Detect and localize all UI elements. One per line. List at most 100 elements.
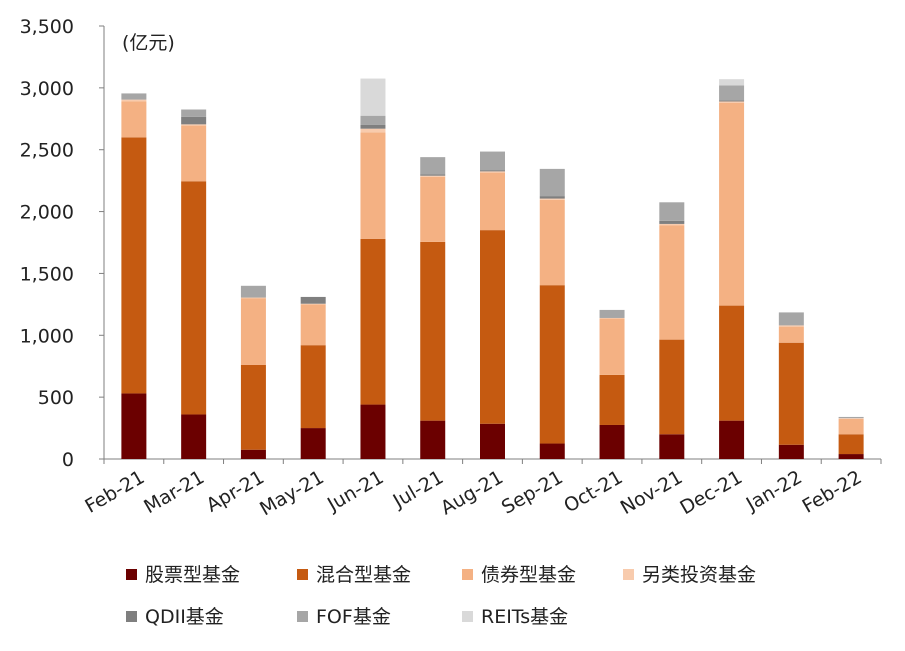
x-tick-label: Jul-21: [389, 466, 448, 513]
legend-label: REITs基金: [481, 606, 568, 628]
bar-segment: [778, 325, 804, 327]
bar-segment: [420, 241, 446, 421]
bar-segment: [599, 318, 625, 375]
bar-segment: [121, 93, 147, 100]
x-tick-label: Nov-21: [617, 466, 687, 519]
y-tick-label: 1,500: [20, 263, 74, 285]
legend-label: 股票型基金: [145, 564, 240, 586]
bar-segment: [480, 170, 505, 172]
bar-segment: [599, 424, 625, 459]
bar-segment: [360, 132, 386, 239]
bar-segment: [778, 444, 804, 459]
legend: 股票型基金 混合型基金 债券型基金 另类投资基金 QDII基金 FOF基金 REITs基金: [126, 564, 756, 628]
bar-segment: [778, 342, 804, 445]
bar-segment: [719, 420, 745, 459]
legend-swatch: [297, 611, 308, 622]
bar-segment: [599, 374, 625, 425]
bar-segment: [659, 225, 685, 340]
legend-swatch: [126, 611, 137, 622]
bar-segment: [778, 312, 804, 326]
bar-segment: [181, 124, 207, 126]
bar-segment: [300, 296, 326, 304]
bar-segment: [480, 172, 505, 231]
bar-segment: [539, 285, 565, 444]
bar-segment: [240, 285, 266, 298]
legend-swatch: [126, 569, 137, 580]
bar-segment: [838, 418, 864, 435]
bar-segment: [539, 199, 565, 286]
bar-segment: [719, 85, 745, 101]
bar-segment: [420, 157, 446, 175]
legend-label: 另类投资基金: [642, 564, 756, 586]
bar-segment: [838, 418, 864, 419]
bar-segment: [599, 317, 625, 319]
y-tick-label: 2,500: [20, 140, 74, 162]
bar-segment: [539, 196, 565, 199]
unit-label: (亿元): [122, 32, 175, 54]
bar-segment: [420, 176, 446, 242]
bar-segment: [360, 78, 386, 116]
x-tick-label: Aug-21: [437, 466, 507, 519]
y-tick-label: 500: [38, 387, 74, 409]
bar-segment: [539, 443, 565, 459]
bar-segment: [121, 99, 147, 102]
bar-segment: [719, 101, 745, 103]
legend-label: 混合型基金: [316, 564, 411, 586]
bar-segment: [300, 428, 326, 459]
bar-segment: [659, 223, 685, 226]
y-tick-label: 2,000: [20, 202, 74, 224]
bar-segment: [838, 434, 864, 455]
bar-segment: [240, 298, 266, 365]
x-tick-label: Jun-21: [323, 466, 387, 516]
bar-segment: [420, 175, 446, 177]
bar-segment: [360, 238, 386, 405]
bar-segment: [121, 101, 147, 138]
legend-label: QDII基金: [145, 606, 224, 628]
bar-segment: [121, 393, 147, 459]
bars: [121, 78, 864, 459]
x-tick-label: Oct-21: [560, 466, 626, 517]
bar-segment: [659, 220, 685, 224]
legend-swatch: [462, 569, 473, 580]
legend-label: 债券型基金: [481, 564, 576, 586]
x-tick-label: Feb-22: [799, 466, 866, 517]
bar-segment: [539, 168, 565, 197]
bar-segment: [121, 137, 147, 394]
bar-segment: [181, 414, 207, 459]
bar-segment: [480, 230, 505, 424]
bar-segment: [420, 174, 446, 176]
bar-segment: [240, 297, 266, 299]
x-tick-label: May-21: [256, 466, 328, 520]
legend-label: FOF基金: [316, 606, 391, 628]
bar-segment: [360, 115, 386, 125]
bar-segment: [240, 449, 266, 459]
bar-segment: [360, 128, 386, 133]
bar-segment: [181, 181, 207, 415]
bar-segment: [659, 339, 685, 435]
bar-segment: [719, 100, 745, 102]
legend-swatch: [462, 611, 473, 622]
bar-segment: [300, 303, 326, 305]
y-tick-label: 1,000: [20, 325, 74, 347]
bar-segment: [599, 309, 625, 318]
bar-segment: [778, 326, 804, 343]
y-tick-label: 0: [62, 449, 74, 471]
bar-segment: [659, 434, 685, 459]
bar-segment: [300, 304, 326, 346]
bar-segment: [480, 151, 505, 171]
bar-segment: [539, 198, 565, 200]
bar-segment: [420, 420, 446, 459]
legend-swatch: [297, 569, 308, 580]
y-tick-label: 3,500: [20, 16, 74, 38]
x-tick-label: Jan-22: [742, 466, 806, 516]
bar-segment: [838, 416, 864, 419]
x-tick-label: Feb-21: [81, 466, 148, 517]
bar-segment: [300, 345, 326, 429]
bar-segment: [838, 454, 864, 459]
x-tick-label: Mar-21: [140, 466, 208, 518]
bar-segment: [240, 364, 266, 450]
bar-segment: [659, 202, 685, 221]
bar-segment: [181, 109, 207, 117]
bar-segment: [719, 79, 745, 86]
